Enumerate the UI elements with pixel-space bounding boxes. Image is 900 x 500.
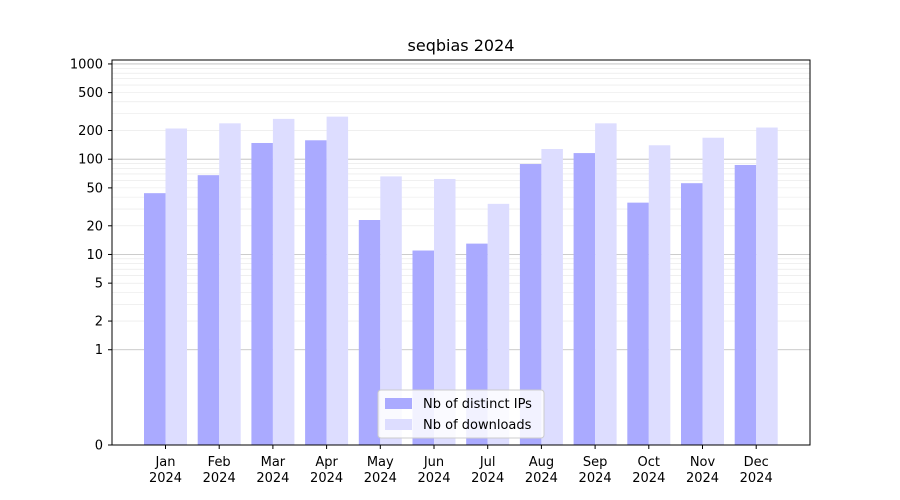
bar-distinct-ips: [519, 164, 542, 445]
legend-swatch-distinct-ips: [385, 398, 412, 409]
x-tick-label: Feb 2024: [203, 455, 236, 486]
x-tick-label: Aug 2024: [525, 455, 558, 486]
x-axis: Jan 2024 Feb 2024 Mar 2024 Apr 2024 May 2024 Jun 20…: [149, 445, 773, 486]
bar-downloads: [326, 116, 349, 445]
y-tick-label: 1: [95, 343, 103, 358]
legend-swatch-downloads: [385, 419, 412, 430]
bar-distinct-ips: [734, 164, 757, 445]
bar-downloads: [380, 176, 402, 445]
bar-distinct-ips: [251, 142, 273, 445]
x-tick-label: May 2024: [364, 455, 397, 486]
bar-distinct-ips: [573, 153, 596, 445]
bar-downloads: [487, 203, 510, 445]
bar-distinct-ips: [681, 183, 703, 445]
legend-label-downloads: Nb of downloads: [423, 418, 532, 433]
y-tick-label: 20: [86, 219, 103, 234]
legend: Nb of distinct IPs Nb of downloads: [377, 389, 545, 439]
bar-downloads: [165, 128, 187, 445]
plot-frame: [111, 59, 811, 446]
x-tick-label: Jul 2024: [471, 455, 504, 486]
y-tick-label: 200: [78, 124, 103, 139]
legend-box: [377, 389, 545, 439]
x-tick-label: Mar 2024: [256, 455, 289, 486]
y-tick-label: 100: [78, 153, 103, 168]
bar-downloads: [756, 127, 778, 445]
legend-label-distinct-ips: Nb of distinct IPs: [423, 397, 532, 412]
bar-distinct-ips: [358, 220, 381, 445]
y-tick-label: 500: [78, 86, 103, 101]
bar-downloads: [219, 123, 241, 445]
bar-downloads: [272, 118, 295, 445]
y-tick-label: 10: [86, 248, 103, 263]
x-tick-label: Sep 2024: [579, 455, 612, 486]
y-tick-label: 2: [95, 315, 103, 330]
x-tick-label: Dec 2024: [740, 455, 773, 486]
x-tick-label: Jan 2024: [149, 455, 182, 486]
bar-downloads: [648, 145, 671, 445]
x-tick-label: Nov 2024: [686, 455, 719, 486]
y-axis: 0 1 2 5 10 20 50 100 200 500 1000: [70, 57, 112, 454]
y-tick-label: 5: [95, 277, 103, 292]
bar-downloads: [595, 123, 617, 445]
bar-distinct-ips: [627, 202, 649, 445]
bar-distinct-ips: [144, 193, 166, 445]
x-tick-label: Apr 2024: [310, 455, 343, 486]
x-tick-label: Oct 2024: [632, 455, 665, 486]
chart-title: seqbias 2024: [408, 36, 515, 55]
bar-downloads: [702, 137, 724, 445]
y-tick-label: 0: [95, 439, 103, 454]
y-tick-label: 1000: [70, 57, 103, 72]
y-tick-label: 50: [86, 181, 103, 196]
x-tick-label: Jun 2024: [417, 455, 450, 486]
bar-distinct-ips: [197, 175, 220, 445]
bar-downloads: [434, 178, 456, 446]
bar-downloads: [541, 148, 563, 446]
bar-distinct-ips: [305, 140, 327, 445]
